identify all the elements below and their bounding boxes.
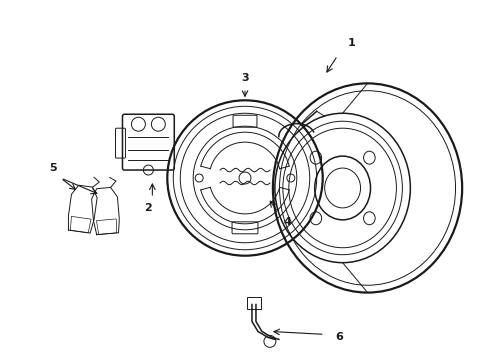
Text: 6: 6 xyxy=(335,332,343,342)
Text: 3: 3 xyxy=(241,73,248,84)
Text: 1: 1 xyxy=(347,37,355,48)
Text: 4: 4 xyxy=(284,217,291,227)
Text: 5: 5 xyxy=(49,163,57,173)
Text: 2: 2 xyxy=(144,203,152,213)
